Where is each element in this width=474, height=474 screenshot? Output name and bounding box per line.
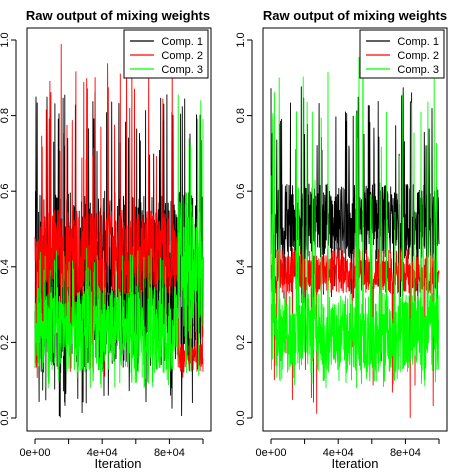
series-trace-2 (34, 43, 204, 378)
legend-label-comp1: Comp. 1 (397, 36, 439, 48)
left-chart-panel: Raw output of mixing weights 0.00.20.40.… (0, 8, 212, 471)
series-trace-3 (270, 47, 440, 389)
y-tick-label: 1.0 (235, 32, 247, 47)
y-axis: 0.0 0.2 0.4 0.6 0.8 1.0 (0, 32, 17, 426)
y-tick-label: 1.0 (0, 32, 11, 47)
right-chart-panel: Raw output of mixing weights 0.00.20.40.… (235, 8, 448, 471)
chart-title: Raw output of mixing weights (263, 8, 447, 23)
y-tick-label: 0.2 (0, 335, 11, 350)
y-tick-label: 0.2 (235, 335, 247, 350)
legend-label-comp1: Comp. 1 (161, 36, 203, 48)
y-tick-label: 0.6 (235, 184, 247, 199)
legend-label-comp3: Comp. 3 (161, 64, 203, 76)
x-tick-label: 4e+04 (87, 447, 118, 459)
trace-area (34, 43, 204, 418)
x-tick-label: 8e+04 (154, 447, 185, 459)
legend-box (123, 29, 209, 79)
y-tick-label: 0.4 (235, 259, 247, 274)
x-tick-label: 8e+04 (390, 447, 421, 459)
series-trace-3 (34, 94, 204, 389)
x-tick-label: 4e+04 (323, 447, 354, 459)
trace-area (270, 47, 440, 418)
x-axis: 0e+00 4e+04 8e+04 (256, 438, 440, 459)
legend: Comp. 1 Comp. 2 Comp. 3 (359, 29, 445, 79)
legend: Comp. 1 Comp. 2 Comp. 3 (123, 29, 209, 79)
x-axis-label: Iteration (332, 456, 379, 471)
x-tick-label: 0e+00 (20, 447, 51, 459)
legend-label-comp2: Comp. 2 (397, 50, 439, 62)
legend-label-comp2: Comp. 2 (161, 50, 203, 62)
x-axis-label: Iteration (95, 456, 142, 471)
x-tick-label: 0e+00 (256, 447, 287, 459)
legend-label-comp3: Comp. 3 (397, 64, 439, 76)
chart-title: Raw output of mixing weights (26, 8, 210, 23)
plot-frame (262, 27, 448, 432)
y-tick-label: 0.0 (235, 410, 247, 425)
y-tick-label: 0.0 (0, 410, 11, 425)
plot-frame (26, 27, 212, 432)
y-axis: 0.0 0.2 0.4 0.6 0.8 1.0 (235, 32, 253, 426)
y-tick-label: 0.8 (235, 108, 247, 123)
x-axis: 0e+00 4e+04 8e+04 (20, 438, 204, 459)
y-tick-label: 0.8 (0, 108, 11, 123)
y-tick-label: 0.6 (0, 184, 11, 199)
legend-box (359, 29, 445, 79)
y-tick-label: 0.4 (0, 259, 11, 274)
